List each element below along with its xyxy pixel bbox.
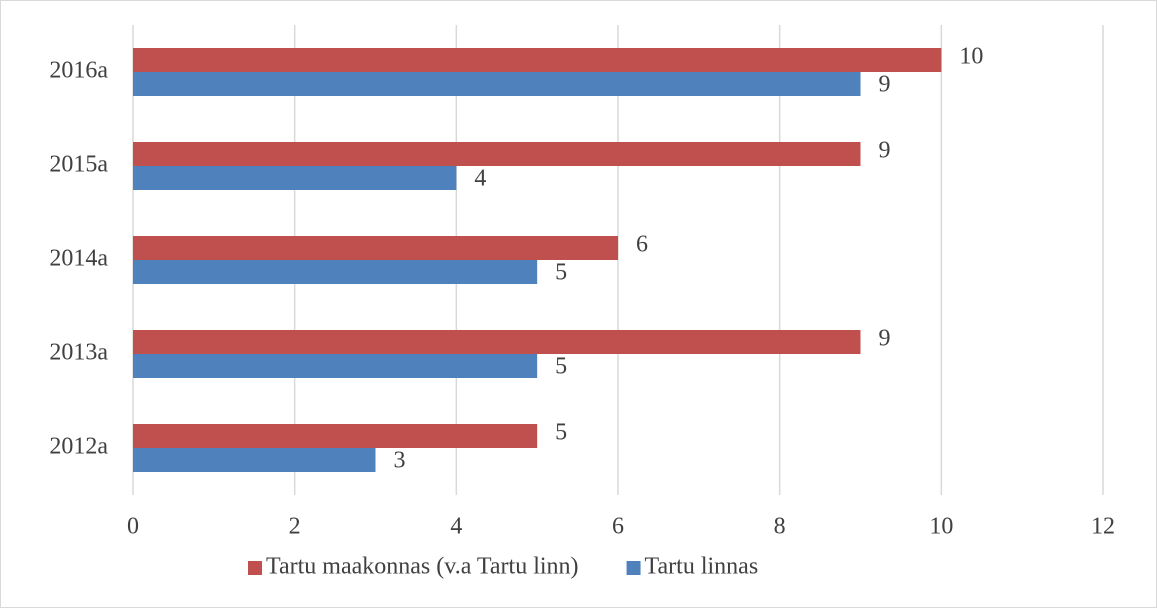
data-label: 4 bbox=[474, 166, 486, 192]
bar bbox=[133, 448, 376, 472]
data-label: 3 bbox=[394, 448, 406, 474]
bar bbox=[133, 354, 538, 378]
bar bbox=[133, 424, 538, 448]
bar bbox=[133, 260, 538, 284]
y-tick-label: 2012a bbox=[49, 434, 108, 460]
data-label: 5 bbox=[555, 420, 567, 446]
y-tick-label: 2015a bbox=[49, 152, 108, 178]
x-tick-label: 0 bbox=[127, 514, 139, 540]
data-label: 9 bbox=[879, 138, 891, 164]
data-label: 5 bbox=[555, 260, 567, 286]
y-tick-label: 2016a bbox=[49, 58, 108, 84]
bar bbox=[133, 236, 618, 260]
x-tick-label: 2 bbox=[289, 514, 301, 540]
data-label: 6 bbox=[636, 232, 648, 258]
x-tick-label: 6 bbox=[612, 514, 624, 540]
x-tick-label: 4 bbox=[450, 514, 462, 540]
x-tick-label: 8 bbox=[774, 514, 786, 540]
bar bbox=[133, 142, 861, 166]
bar bbox=[133, 166, 457, 190]
bar bbox=[133, 48, 942, 72]
legend-swatch bbox=[626, 561, 641, 575]
bar bbox=[133, 72, 861, 96]
data-label: 5 bbox=[555, 354, 567, 380]
legend-swatch bbox=[248, 561, 262, 575]
legend-label: Tartu linnas bbox=[645, 554, 759, 580]
y-tick-label: 2014a bbox=[49, 246, 108, 272]
x-tick-label: 10 bbox=[929, 514, 953, 540]
data-label: 10 bbox=[959, 44, 983, 70]
x-tick-label: 12 bbox=[1091, 514, 1115, 540]
bar bbox=[133, 330, 861, 354]
data-label: 9 bbox=[879, 72, 891, 98]
y-tick-label: 2013a bbox=[49, 340, 108, 366]
legend-label: Tartu maakonnas (v.a Tartu linn) bbox=[266, 554, 579, 580]
data-label: 9 bbox=[879, 326, 891, 352]
